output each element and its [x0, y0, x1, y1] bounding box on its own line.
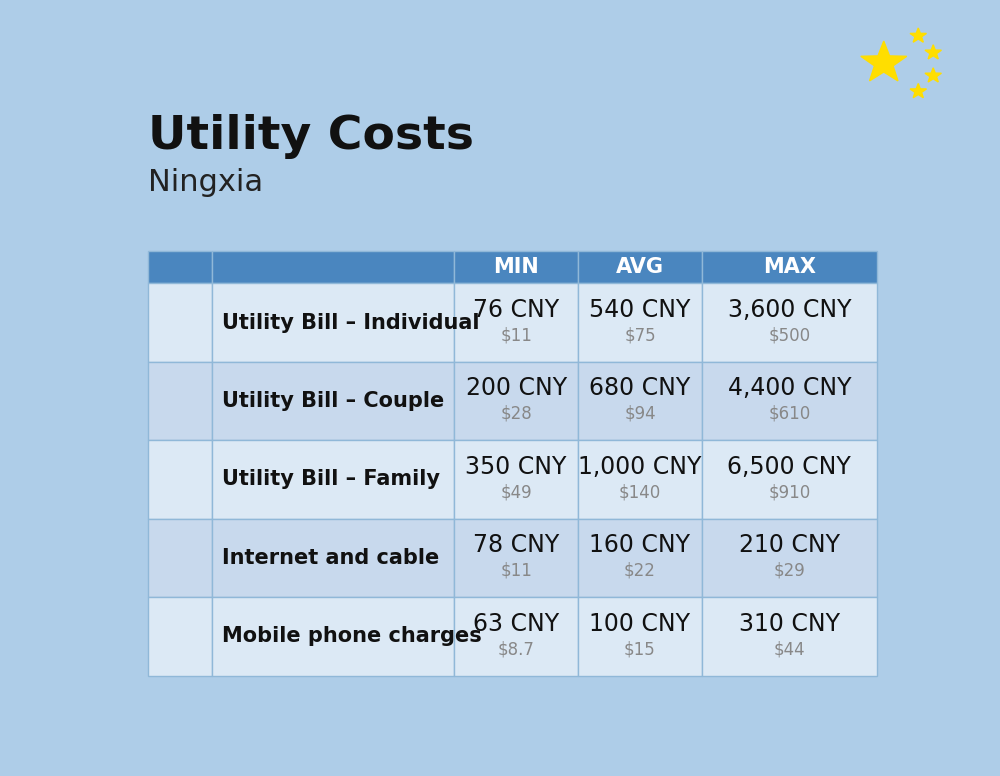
Text: $500: $500	[768, 326, 810, 344]
FancyBboxPatch shape	[148, 440, 212, 518]
FancyBboxPatch shape	[702, 362, 877, 440]
Text: $29: $29	[773, 562, 805, 580]
FancyBboxPatch shape	[702, 283, 877, 362]
Text: 100 CNY: 100 CNY	[589, 612, 690, 636]
Polygon shape	[910, 84, 926, 98]
Text: $11: $11	[500, 326, 532, 344]
Polygon shape	[861, 41, 907, 81]
FancyBboxPatch shape	[578, 283, 702, 362]
FancyBboxPatch shape	[148, 251, 212, 283]
FancyBboxPatch shape	[212, 440, 454, 518]
Text: 160 CNY: 160 CNY	[589, 533, 690, 557]
Text: $15: $15	[624, 640, 656, 658]
FancyBboxPatch shape	[212, 283, 454, 362]
Text: 78 CNY: 78 CNY	[473, 533, 559, 557]
FancyBboxPatch shape	[148, 598, 212, 676]
FancyBboxPatch shape	[578, 251, 702, 283]
Text: 76 CNY: 76 CNY	[473, 298, 559, 322]
Text: Utility Bill – Couple: Utility Bill – Couple	[222, 391, 444, 411]
Text: Internet and cable: Internet and cable	[222, 548, 439, 568]
Text: $22: $22	[624, 562, 656, 580]
Text: 540 CNY: 540 CNY	[589, 298, 691, 322]
Text: 680 CNY: 680 CNY	[589, 376, 691, 400]
Text: $28: $28	[500, 404, 532, 423]
Text: Mobile phone charges: Mobile phone charges	[222, 626, 481, 646]
Text: $75: $75	[624, 326, 656, 344]
FancyBboxPatch shape	[454, 598, 578, 676]
FancyBboxPatch shape	[454, 440, 578, 518]
Text: $11: $11	[500, 562, 532, 580]
FancyBboxPatch shape	[578, 518, 702, 598]
Polygon shape	[925, 45, 941, 59]
Text: 200 CNY: 200 CNY	[466, 376, 567, 400]
Text: $910: $910	[768, 483, 810, 501]
Text: AVG: AVG	[616, 258, 664, 277]
FancyBboxPatch shape	[454, 518, 578, 598]
Text: $140: $140	[619, 483, 661, 501]
Polygon shape	[910, 28, 926, 42]
FancyBboxPatch shape	[578, 362, 702, 440]
Text: MIN: MIN	[493, 258, 539, 277]
Text: Utility Costs: Utility Costs	[148, 114, 474, 159]
Text: 6,500 CNY: 6,500 CNY	[727, 455, 851, 479]
FancyBboxPatch shape	[212, 251, 454, 283]
Text: $49: $49	[500, 483, 532, 501]
Text: 350 CNY: 350 CNY	[465, 455, 567, 479]
Text: $44: $44	[774, 640, 805, 658]
Text: MAX: MAX	[763, 258, 816, 277]
FancyBboxPatch shape	[702, 598, 877, 676]
FancyBboxPatch shape	[454, 251, 578, 283]
FancyBboxPatch shape	[578, 598, 702, 676]
FancyBboxPatch shape	[212, 518, 454, 598]
FancyBboxPatch shape	[148, 362, 212, 440]
FancyBboxPatch shape	[454, 362, 578, 440]
FancyBboxPatch shape	[148, 283, 212, 362]
Text: $94: $94	[624, 404, 656, 423]
Text: 63 CNY: 63 CNY	[473, 612, 559, 636]
Text: Ningxia: Ningxia	[148, 168, 263, 197]
Text: 310 CNY: 310 CNY	[739, 612, 840, 636]
FancyBboxPatch shape	[702, 518, 877, 598]
Polygon shape	[925, 68, 941, 82]
FancyBboxPatch shape	[578, 440, 702, 518]
Text: 210 CNY: 210 CNY	[739, 533, 840, 557]
Text: $610: $610	[768, 404, 810, 423]
Text: Utility Bill – Individual: Utility Bill – Individual	[222, 313, 479, 333]
Text: $8.7: $8.7	[498, 640, 535, 658]
Text: 1,000 CNY: 1,000 CNY	[578, 455, 702, 479]
FancyBboxPatch shape	[454, 283, 578, 362]
FancyBboxPatch shape	[212, 598, 454, 676]
Text: Utility Bill – Family: Utility Bill – Family	[222, 469, 440, 490]
FancyBboxPatch shape	[148, 518, 212, 598]
FancyBboxPatch shape	[702, 251, 877, 283]
Text: 4,400 CNY: 4,400 CNY	[728, 376, 851, 400]
FancyBboxPatch shape	[702, 440, 877, 518]
FancyBboxPatch shape	[212, 362, 454, 440]
Text: 3,600 CNY: 3,600 CNY	[728, 298, 851, 322]
